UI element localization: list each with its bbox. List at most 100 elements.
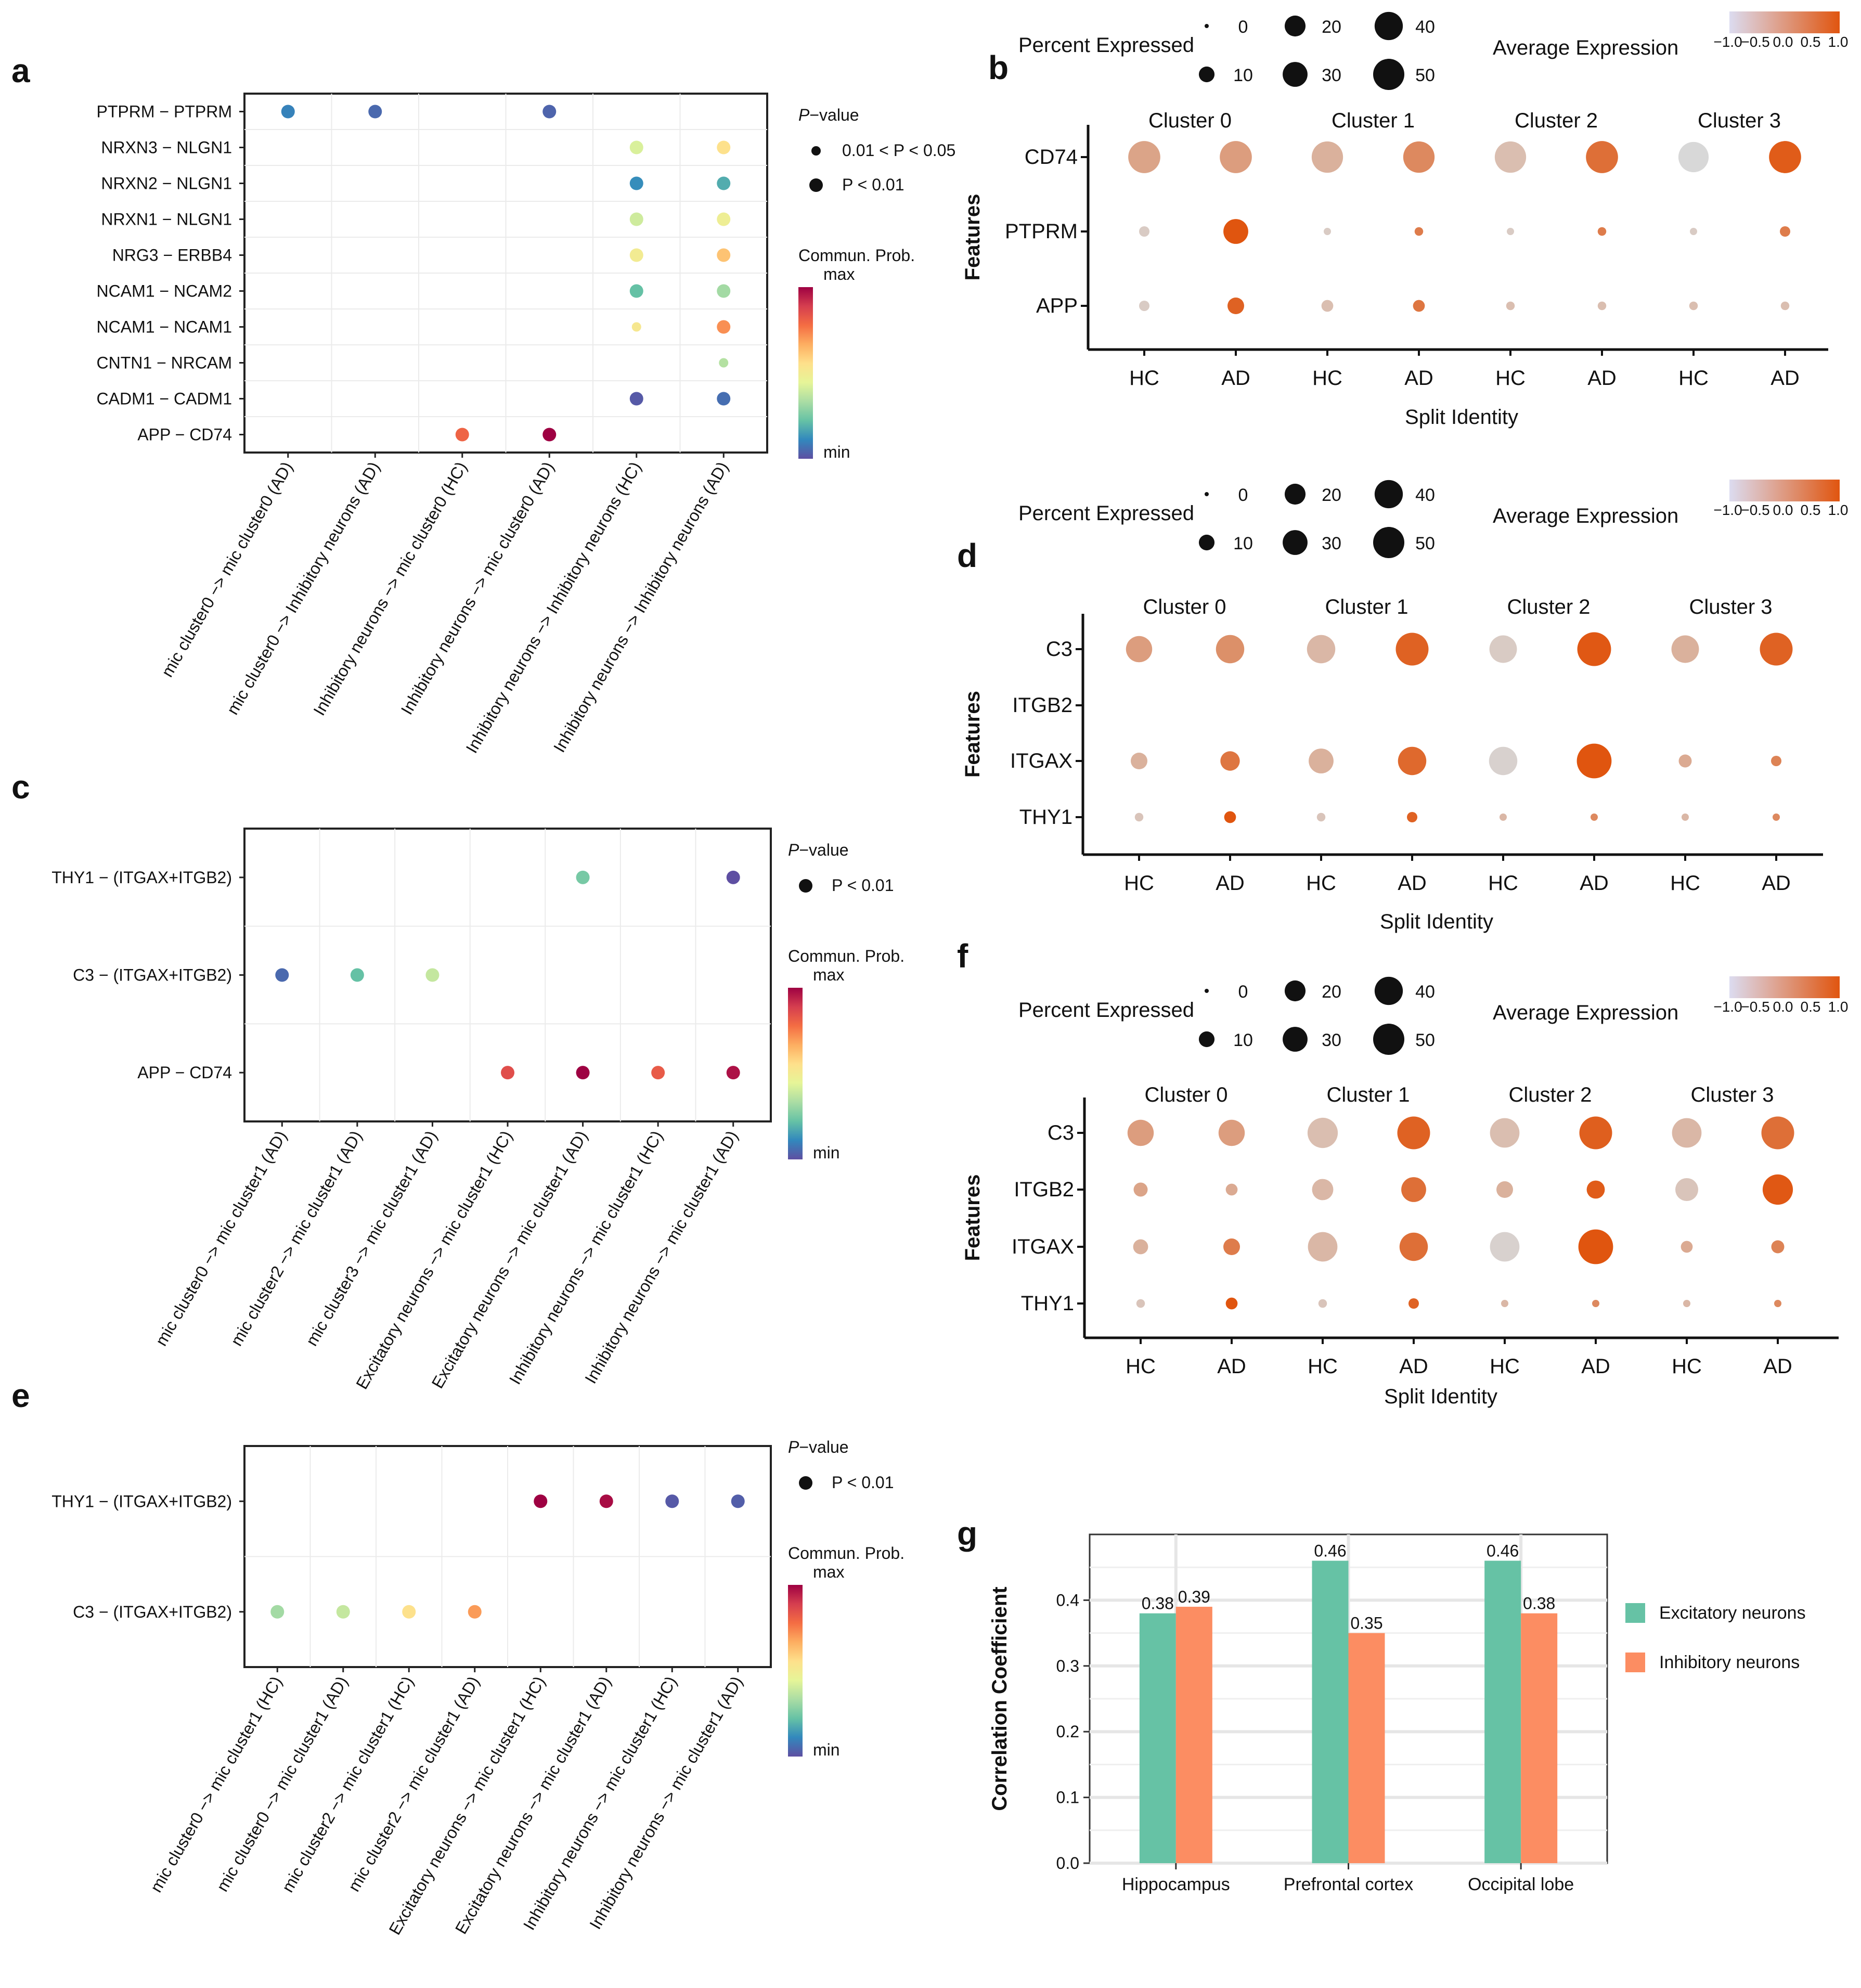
expression-dot <box>1496 1181 1513 1198</box>
x-tick-label: Inhibitory neurons −> mic cluster1 (AD) <box>581 1128 742 1387</box>
expression-dot <box>1403 141 1435 173</box>
bubble-point <box>368 105 382 119</box>
bubble-point <box>542 105 557 119</box>
size-legend-dot <box>1198 1031 1215 1048</box>
cluster-label: Cluster 3 <box>1689 596 1772 618</box>
panel-label-a: a <box>11 52 30 89</box>
size-legend-dot <box>1373 1024 1404 1055</box>
x-tick-label: Inhibitory neurons −> Inhibitory neurons… <box>462 459 644 757</box>
size-legend-label: 20 <box>1322 17 1341 37</box>
expression-dot <box>1139 226 1149 237</box>
bubble-point <box>717 140 731 154</box>
bubble-plot-e: THY1 − (ITGAX+ITGB2) C3 − (ITGAX+ITGB2) mi… <box>51 1438 904 1938</box>
size-legend-dot <box>1198 534 1215 551</box>
feature-label: ITGAX <box>1010 750 1072 772</box>
cluster-label: Cluster 0 <box>1143 596 1226 618</box>
bubble-point <box>534 1494 548 1508</box>
dot-plot-d: Cluster 0 Cluster 1 Cluster 2 Cluster 3 C3 IT… <box>961 480 1848 933</box>
size-legend-dot <box>1198 66 1215 83</box>
color-legend-tick: −1.0 <box>1713 999 1742 1015</box>
pvalue-legend-title: P−value <box>788 841 849 859</box>
bubble-point <box>717 392 731 406</box>
x-tick-label: Prefrontal cortex <box>1284 1875 1413 1894</box>
bubble-point <box>631 322 641 332</box>
expression-dot <box>1490 1118 1520 1148</box>
color-legend-max: max <box>823 265 855 283</box>
expression-dot <box>1689 301 1698 311</box>
cluster-label: Cluster 1 <box>1326 1083 1410 1106</box>
x-tick-label: Excitatory neurons −> mic cluster1 (AD) <box>428 1128 591 1392</box>
size-legend-label: 20 <box>1322 982 1341 1002</box>
feature-label: C3 <box>1048 1121 1074 1144</box>
expression-dot <box>1675 1178 1698 1201</box>
color-legend-min: min <box>813 1740 840 1759</box>
bubble-point <box>731 1494 745 1508</box>
size-legend-label: 40 <box>1415 17 1435 37</box>
x-tick-label: mic cluster2 −> mic cluster1 (AD) <box>344 1673 483 1895</box>
bubble-point <box>599 1494 613 1508</box>
color-legend-tick: 0.0 <box>1773 34 1793 50</box>
y-tick-label: APP − CD74 <box>137 1063 232 1082</box>
pvalue-legend-dot <box>809 178 823 192</box>
expression-dot <box>1401 1177 1426 1202</box>
x-tick-label: HC <box>1306 872 1336 895</box>
expression-dot <box>1681 1241 1693 1253</box>
x-tick-label: AD <box>1581 1355 1610 1378</box>
size-legend-label: 10 <box>1233 1030 1253 1050</box>
expression-dot <box>1220 141 1252 173</box>
bubble-point <box>425 968 440 982</box>
x-tick-label: mic cluster0 −> mic cluster1 (HC) <box>147 1673 286 1896</box>
y-tick-label: PTPRM − PTPRM <box>97 102 232 121</box>
bar-data-label: 0.46 <box>1487 1542 1519 1560</box>
expression-dot <box>1223 219 1248 244</box>
expression-dot <box>1683 1300 1690 1307</box>
color-legend-tick: 0.0 <box>1773 502 1793 518</box>
expression-dot <box>1407 812 1417 822</box>
color-legend-title: Average Expression <box>1493 36 1678 59</box>
cluster-label: Cluster 2 <box>1507 596 1590 618</box>
pvalue-legend-dot <box>799 1476 812 1490</box>
color-legend-title: Commun. Prob. <box>798 246 915 265</box>
size-legend-dot <box>1284 980 1306 1002</box>
y-tick-label: CADM1 − CADM1 <box>97 390 232 408</box>
y-axis-title: Features <box>961 194 984 281</box>
expression-dot <box>1489 746 1518 776</box>
size-legend-label: 40 <box>1415 485 1435 505</box>
size-legend-label: 0 <box>1238 485 1248 505</box>
bar-data-label: 0.46 <box>1314 1542 1346 1560</box>
cluster-label: Cluster 2 <box>1515 109 1598 132</box>
expression-dot <box>1316 812 1326 822</box>
color-legend-title: Average Expression <box>1493 505 1678 527</box>
x-tick-label: Excitatory neurons −> mic cluster1 (HC) <box>352 1128 516 1392</box>
expression-dot <box>1307 635 1336 664</box>
bubble-point <box>270 1605 285 1619</box>
expression-dot <box>1771 756 1781 766</box>
x-tick-label: AD <box>1770 367 1800 390</box>
expression-dot <box>1220 751 1240 771</box>
bubble-point <box>576 870 590 884</box>
color-legend-max: max <box>813 1563 844 1581</box>
y-tick-label: NCAM1 − NCAM1 <box>97 318 232 337</box>
x-tick-label: HC <box>1126 1355 1156 1378</box>
size-legend-dot <box>1374 976 1403 1005</box>
color-legend-min: min <box>823 443 850 461</box>
bar <box>1484 1560 1521 1863</box>
bubble-point <box>275 968 289 982</box>
bar-data-label: 0.38 <box>1142 1594 1174 1613</box>
cluster-label: Cluster 3 <box>1698 109 1781 132</box>
size-legend-label: 10 <box>1233 534 1253 553</box>
legend-swatch <box>1625 1653 1645 1672</box>
expression-dot <box>1311 141 1343 173</box>
expression-dot <box>1500 814 1507 821</box>
expression-dot <box>1780 226 1790 237</box>
x-tick-label: HC <box>1312 367 1342 390</box>
size-legend-dot <box>1374 480 1403 509</box>
size-legend-dot <box>1284 15 1306 37</box>
color-legend-tick: −0.5 <box>1741 502 1769 518</box>
x-tick-label: HC <box>1678 367 1709 390</box>
cluster-label: Cluster 3 <box>1690 1083 1774 1106</box>
expression-dot <box>1398 746 1427 776</box>
expression-dot <box>1506 301 1515 311</box>
bubble-point <box>719 358 729 368</box>
x-tick-label: HC <box>1490 1355 1520 1378</box>
